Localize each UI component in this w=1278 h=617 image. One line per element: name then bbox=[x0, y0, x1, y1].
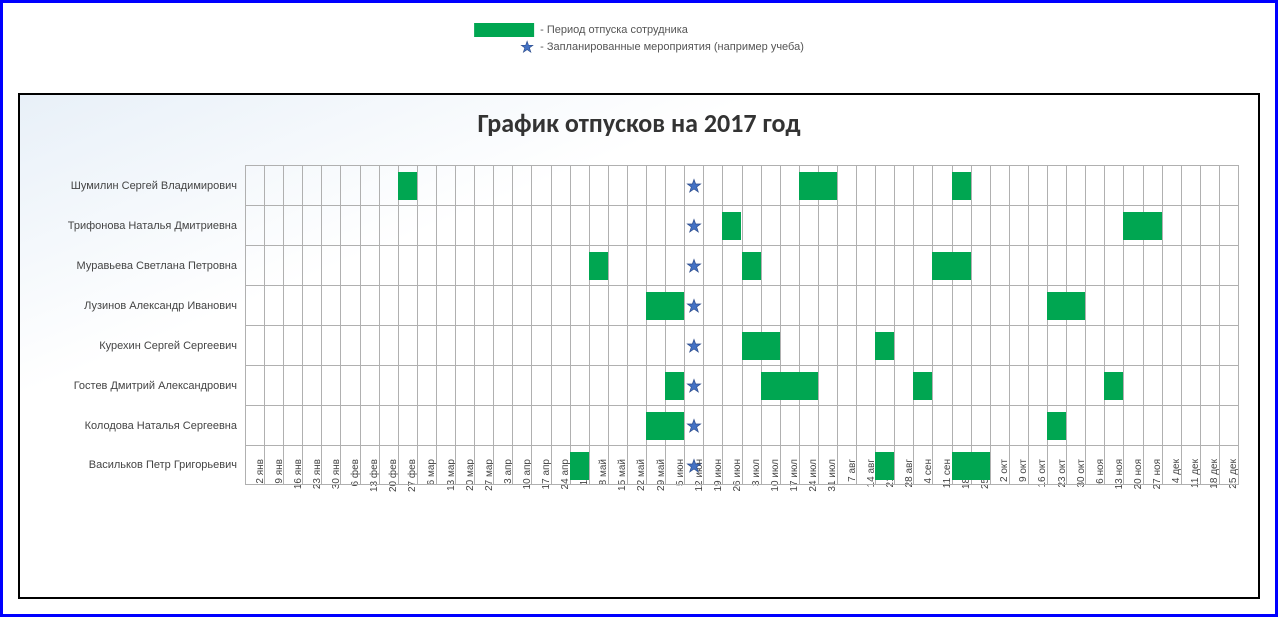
vacation-bar bbox=[761, 372, 818, 400]
employee-name: Муравьева Светлана Петровна bbox=[27, 260, 237, 272]
employee-name: Трифонова Наталья Дмитриевна bbox=[27, 220, 237, 232]
vacation-bar bbox=[589, 252, 608, 280]
employee-name: Гостев Дмитрий Александрович bbox=[27, 380, 237, 392]
legend-event-label: - Запланированные мероприятия (например … bbox=[540, 41, 804, 53]
vacation-bar bbox=[913, 372, 932, 400]
vacation-bar bbox=[952, 452, 990, 480]
vacation-bar bbox=[1123, 212, 1161, 240]
vacation-bar bbox=[742, 332, 780, 360]
legend-vacation-label: - Период отпуска сотрудника bbox=[540, 24, 688, 36]
employee-name: Курехин Сергей Сергеевич bbox=[27, 340, 237, 352]
chart-frame: График отпусков на 2017 год 2 янв9 янв16… bbox=[18, 93, 1260, 599]
employee-row: Курехин Сергей Сергеевич bbox=[245, 325, 1238, 365]
vacation-bar bbox=[570, 452, 589, 480]
outer-frame: - Период отпуска сотрудника - Запланиров… bbox=[0, 0, 1278, 617]
event-star-icon bbox=[686, 218, 702, 234]
event-star-icon bbox=[686, 418, 702, 434]
employee-row: Гостев Дмитрий Александрович bbox=[245, 365, 1238, 405]
employee-name: Колодова Наталья Сергеевна bbox=[27, 420, 237, 432]
employee-name: Лузинов Александр Иванович bbox=[27, 300, 237, 312]
vacation-bar bbox=[952, 172, 971, 200]
vacation-bar bbox=[875, 452, 894, 480]
legend: - Период отпуска сотрудника - Запланиров… bbox=[474, 23, 804, 55]
event-star-icon bbox=[686, 258, 702, 274]
employee-row: Васильков Петр Григорьевич bbox=[245, 445, 1238, 485]
star-icon bbox=[520, 40, 534, 54]
employee-row: Лузинов Александр Иванович bbox=[245, 285, 1238, 325]
employee-row: Трифонова Наталья Дмитриевна bbox=[245, 205, 1238, 245]
vacation-bar bbox=[742, 252, 761, 280]
chart-title: График отпусков на 2017 год bbox=[20, 107, 1258, 139]
legend-event-row: - Запланированные мероприятия (например … bbox=[474, 39, 804, 55]
employee-row: Муравьева Светлана Петровна bbox=[245, 245, 1238, 285]
event-star-icon bbox=[686, 458, 702, 474]
vacation-bar bbox=[1047, 412, 1066, 440]
event-star-icon bbox=[686, 298, 702, 314]
vacation-bar bbox=[646, 292, 684, 320]
vacation-bar bbox=[646, 412, 684, 440]
plot-area: 2 янв9 янв16 янв23 янв30 янв6 фев13 фев2… bbox=[245, 165, 1238, 485]
grid-column bbox=[1238, 165, 1239, 485]
employee-name: Васильков Петр Григорьевич bbox=[27, 459, 237, 471]
employee-name: Шумилин Сергей Владимирович bbox=[27, 180, 237, 192]
vacation-bar bbox=[799, 172, 837, 200]
vacation-bar bbox=[398, 172, 417, 200]
vacation-bar bbox=[875, 332, 894, 360]
legend-vacation-row: - Период отпуска сотрудника bbox=[474, 23, 688, 37]
employee-row: Колодова Наталья Сергеевна bbox=[245, 405, 1238, 445]
employee-row: Шумилин Сергей Владимирович bbox=[245, 165, 1238, 205]
event-star-icon bbox=[686, 378, 702, 394]
legend-vacation-swatch bbox=[474, 23, 534, 37]
vacation-bar bbox=[665, 372, 684, 400]
vacation-bar bbox=[722, 212, 741, 240]
event-star-icon bbox=[686, 178, 702, 194]
vacation-bar bbox=[1104, 372, 1123, 400]
vacation-bar bbox=[1047, 292, 1085, 320]
vacation-bar bbox=[932, 252, 970, 280]
legend-star-box bbox=[474, 39, 534, 55]
event-star-icon bbox=[686, 338, 702, 354]
